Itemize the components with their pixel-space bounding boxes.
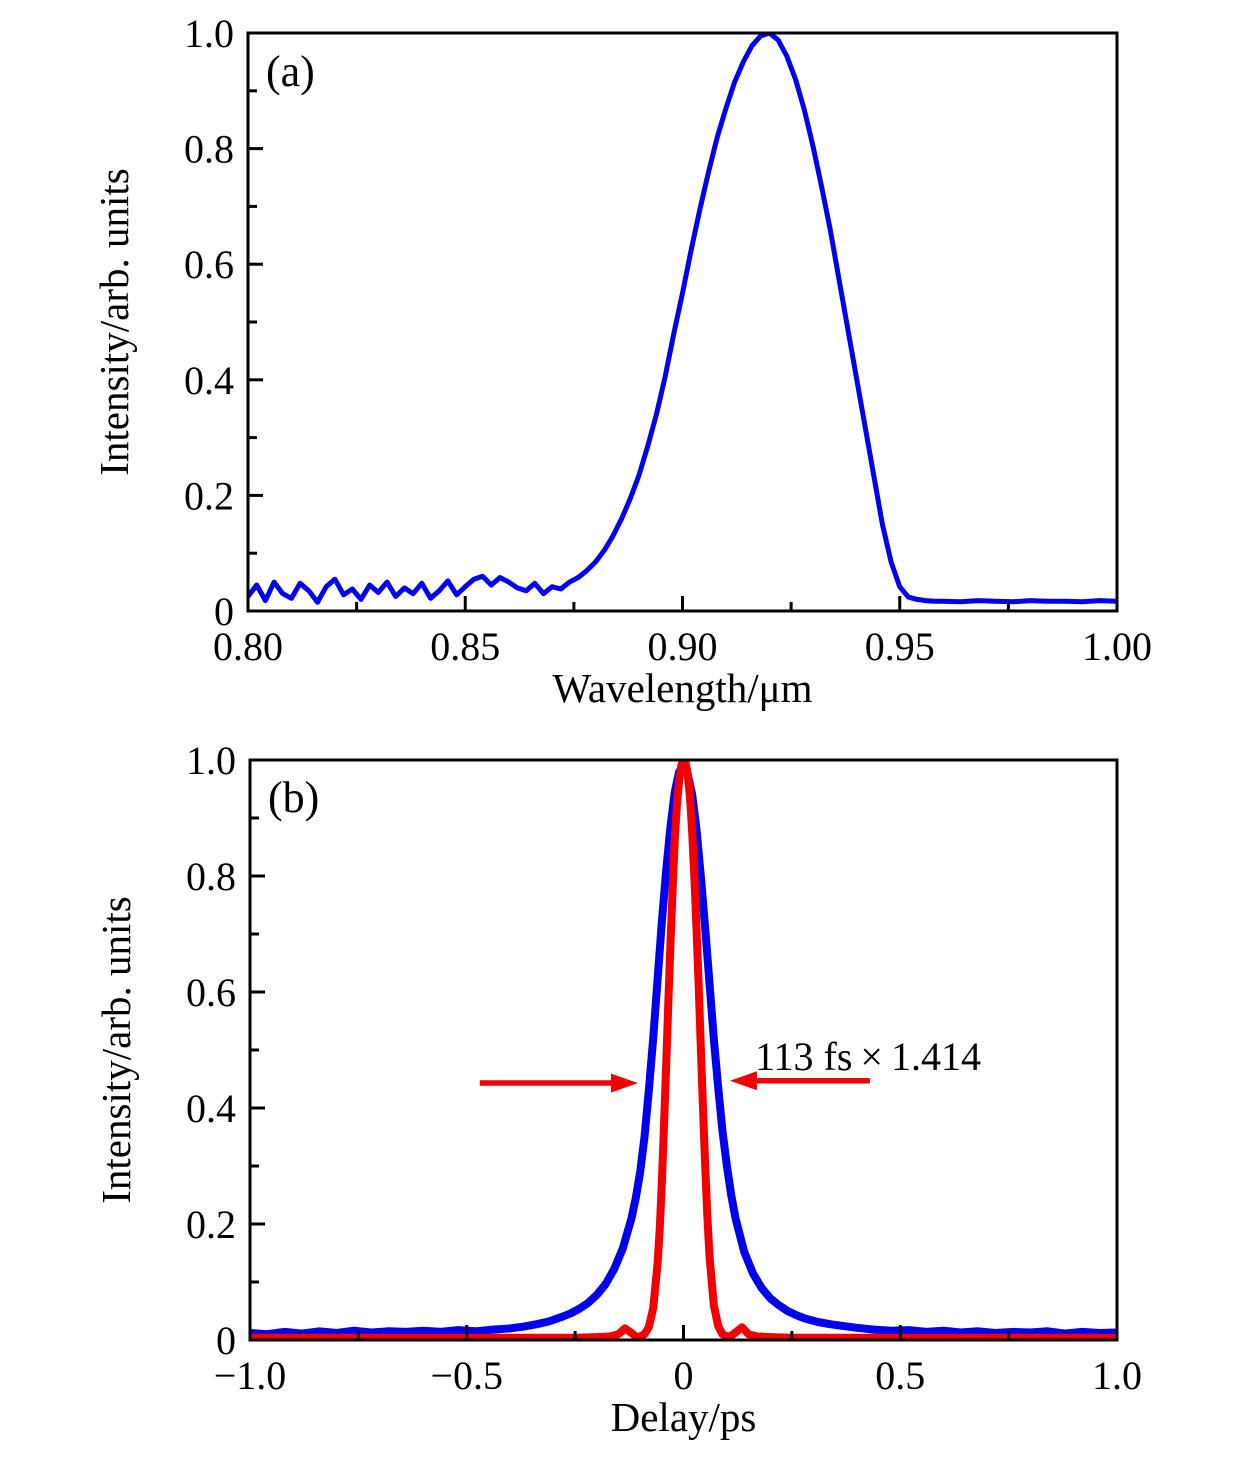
- panel-b-x-axis-label: Delay/ps: [611, 1394, 757, 1440]
- panel-b-y-tick-label: 0.2: [186, 1202, 236, 1247]
- panel-a-series-spectrum: [248, 33, 1117, 605]
- panel-b-annotation-label: 113 fs × 1.414: [755, 1034, 981, 1079]
- panel-b-x-tick-label: 0.5: [875, 1353, 925, 1398]
- panel-a-y-tick-label: 1.0: [184, 11, 234, 56]
- panel-a-tag: (a): [266, 47, 315, 96]
- panel-a-y-tick-label: 0.4: [184, 358, 234, 403]
- panel-a-y-tick-label: 0: [214, 589, 234, 634]
- arrowhead-icon: [611, 1073, 638, 1093]
- panel-b-tag: (b): [268, 773, 319, 822]
- panel-a-y-axis-label: Intensity/arb. units: [91, 168, 137, 475]
- panel-a-x-tick-label: 1.00: [1082, 624, 1152, 669]
- panel-b-y-tick-label: 0.6: [186, 970, 236, 1015]
- panel-b-chart: −1.0 −0.5 0 0.5 1.0 0 0.2 0.4 0.6 0.8 1.0 Delay/ps I…: [93, 738, 1142, 1440]
- panel-a-y-tick-label: 0.2: [184, 473, 234, 518]
- panel-b-width-arrow: [479, 1073, 638, 1093]
- panel-b-series-autocorrelation-trace: [250, 761, 1117, 1339]
- panel-b-y-tick-label: 0.8: [186, 854, 236, 899]
- panel-b-y-tick-label: 0: [216, 1318, 236, 1363]
- panel-b-x-tick-label: −1.0: [214, 1353, 287, 1398]
- panel-a-x-axis-label: Wavelength/μm: [552, 665, 812, 711]
- panel-a-x-tick-label: 0.85: [430, 624, 500, 669]
- panel-a-x-tick-label: 0.90: [648, 624, 718, 669]
- panel-b-x-tick-label: 0: [674, 1353, 694, 1398]
- panel-a-frame: [246, 31, 1119, 613]
- panel-b-series-pulse-fit: [250, 760, 1117, 1340]
- panel-b-y-tick-label: 0.4: [186, 1086, 236, 1131]
- arrowhead-icon: [729, 1071, 757, 1091]
- panel-a-x-tick-label: 0.80: [213, 624, 283, 669]
- panel-a-x-tick-label: 0.95: [865, 624, 935, 669]
- panel-a-chart: 0.80 0.85 0.90 0.95 1.00 0 0.2 0.4 0.6 0.8 1.0 Wave…: [91, 11, 1152, 711]
- panel-b-x-tick-label: 1.0: [1092, 1353, 1142, 1398]
- panel-a-y-tick-label: 0.8: [184, 127, 234, 172]
- panel-b-width-arrow: [729, 1071, 870, 1091]
- panel-b-y-axis-label: Intensity/arb. units: [93, 896, 139, 1203]
- panel-b-frame: [248, 758, 1119, 1342]
- panel-b-y-tick-label: 1.0: [186, 738, 236, 783]
- panel-a-y-tick-label: 0.6: [184, 242, 234, 287]
- panel-b-x-tick-label: −0.5: [430, 1353, 503, 1398]
